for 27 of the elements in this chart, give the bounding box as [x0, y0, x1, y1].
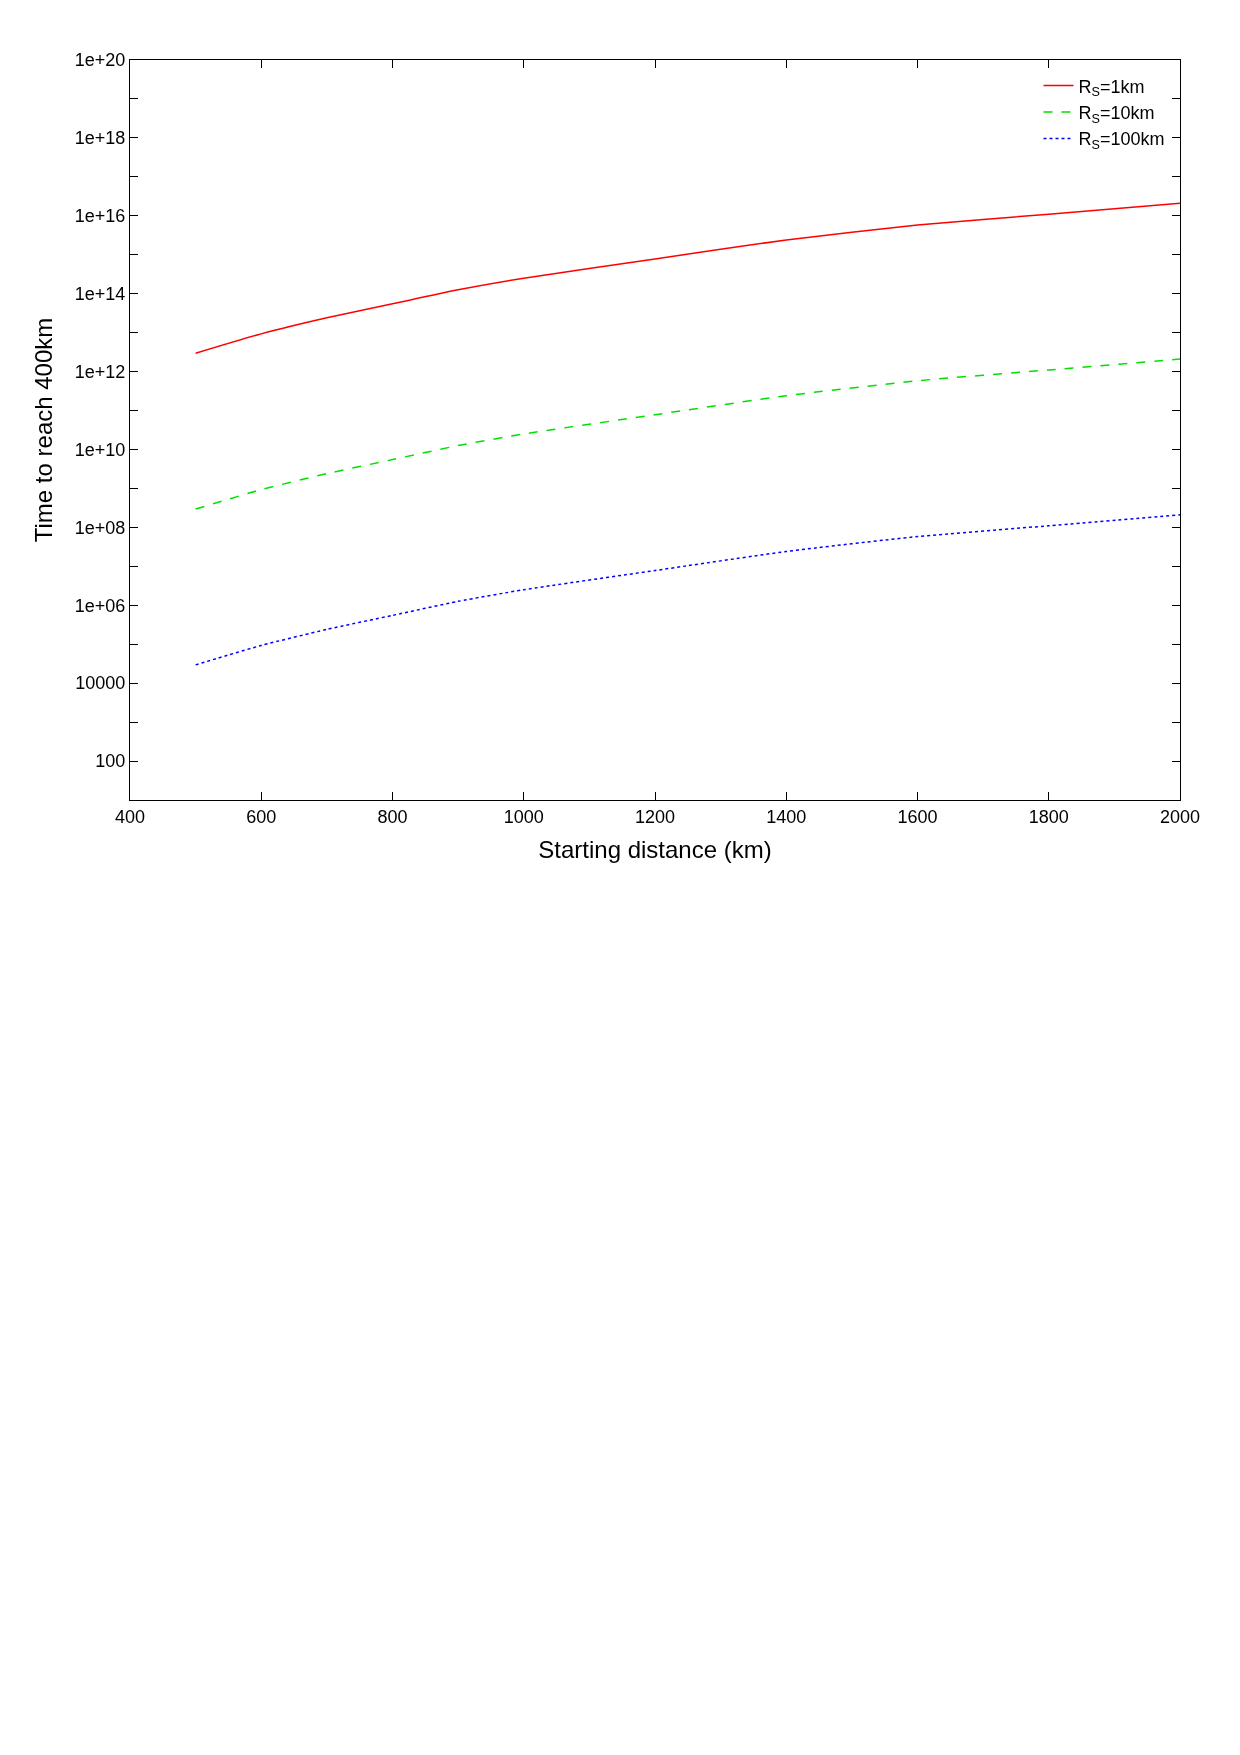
y-tick-label: 1e+18	[74, 128, 126, 149]
y-tick-label: 1e+08	[74, 517, 126, 538]
x-tick-label: 2000	[1159, 806, 1201, 827]
line-series	[194, 514, 1180, 666]
y-tick-label: 1e+20	[74, 50, 126, 71]
line-series	[194, 358, 1180, 510]
y-axis-title: Time to reach 400km	[29, 317, 57, 543]
y-tick-label: 10000	[75, 673, 126, 694]
legend-label: R$_{S}$=1km	[1078, 76, 1145, 100]
x-tick-label: 1600	[897, 806, 938, 827]
x-tick-label: 800	[377, 806, 408, 827]
x-tick-label: 1800	[1028, 806, 1069, 827]
x-axis-title: Starting distance (km)	[538, 835, 772, 863]
y-tick-label: 1e+16	[74, 206, 126, 227]
y-tick-label: 1e+12	[74, 361, 126, 382]
y-tick-label: 100	[95, 751, 126, 772]
x-tick-label: 400	[114, 806, 146, 827]
y-tick-label: 1e+10	[74, 439, 126, 460]
legend-label: R$_{S}$=100km	[1078, 129, 1165, 153]
y-tick-label: 1e+14	[74, 283, 126, 304]
line-series	[194, 202, 1180, 355]
x-tick-label: 1400	[766, 806, 807, 827]
x-tick-label: 1000	[503, 806, 544, 827]
x-tick-label: 1200	[634, 806, 676, 827]
x-tick-label: 600	[246, 806, 277, 827]
y-tick-label: 1e+06	[74, 595, 126, 616]
legend-label: R$_{S}$=10km	[1078, 103, 1155, 126]
